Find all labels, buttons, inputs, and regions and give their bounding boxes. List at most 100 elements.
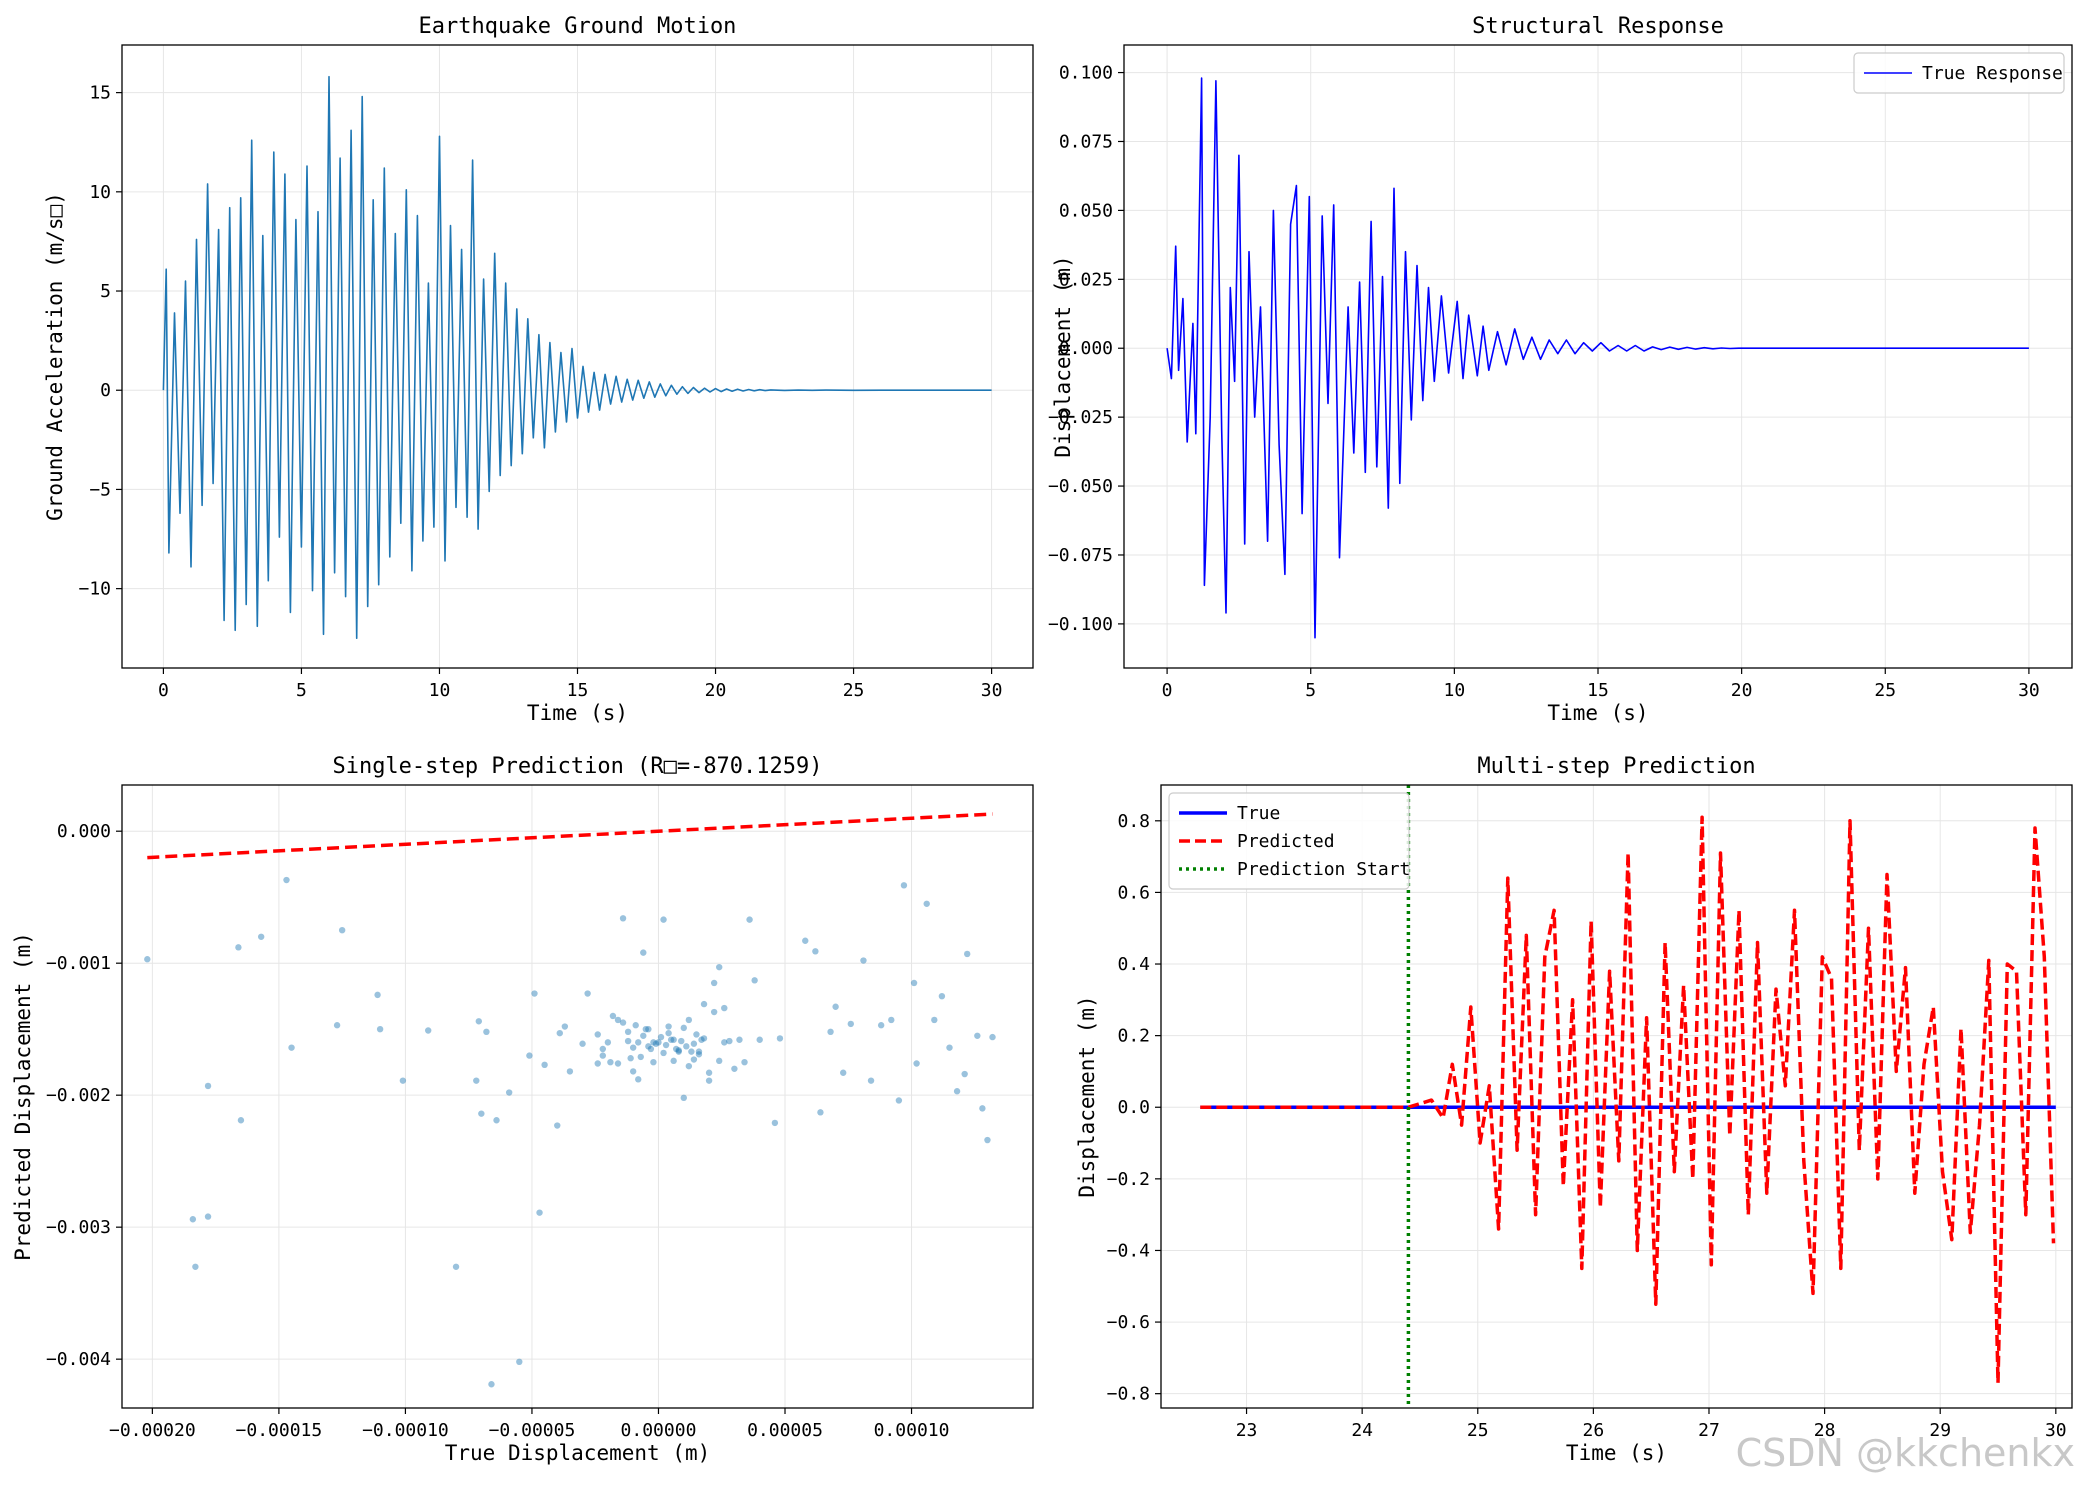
scatter-point <box>672 1045 680 1053</box>
scatter-point <box>619 915 627 922</box>
y-tick-label: 0.050 <box>1059 200 1113 221</box>
legend-label: Prediction Start <box>1237 859 1410 880</box>
scatter-point <box>473 1077 480 1084</box>
x-tick-label: −0.00020 <box>109 1420 196 1441</box>
scatter-point <box>721 1039 728 1046</box>
scatter-point <box>923 900 930 907</box>
legend: True Predicted Prediction Start <box>1168 792 1410 890</box>
x-tick-label: 30 <box>2045 1420 2067 1441</box>
plot-area <box>1166 77 2029 639</box>
y-tick-label: 0.2 <box>1117 1026 1150 1047</box>
x-tick-label: −0.00015 <box>236 1420 323 1441</box>
scatter-point <box>716 963 723 971</box>
scatter-point <box>624 1037 632 1045</box>
scatter-point <box>594 1031 601 1038</box>
scatter-point <box>536 1209 543 1216</box>
scatter-point <box>526 1052 533 1059</box>
x-tick-label: 25 <box>843 680 865 701</box>
scatter-point <box>204 1213 212 1220</box>
scatter-point <box>721 1004 728 1012</box>
scatter-point <box>812 948 819 955</box>
x-axis-label: Time (s) <box>1547 701 1648 725</box>
chart-title: Single-step Prediction (R□=-870.1259) <box>332 754 822 779</box>
x-tick-label: 0 <box>1162 680 1173 701</box>
x-tick-label: 29 <box>1929 1420 1951 1441</box>
scatter-point <box>685 1062 693 1070</box>
scatter-point <box>566 1068 574 1075</box>
scatter-point <box>860 957 867 964</box>
x-tick-label: 0.00010 <box>874 1420 950 1441</box>
scatter-point <box>599 1045 607 1053</box>
scatter-point <box>705 1077 713 1084</box>
scatter-point <box>561 1023 569 1030</box>
legend-label: Predicted <box>1237 831 1335 852</box>
y-tick-label: −0.8 <box>1107 1384 1150 1405</box>
scatter-point <box>690 1056 698 1063</box>
scatter-point <box>931 1016 938 1024</box>
x-tick-label: 15 <box>567 680 589 701</box>
x-tick-label: 0.00005 <box>747 1420 823 1441</box>
scatter-point <box>700 1000 708 1008</box>
chart-title: Multi-step Prediction <box>1477 754 1755 779</box>
y-tick-label: −0.100 <box>1048 614 1113 635</box>
x-tick-label: 15 <box>1587 680 1609 701</box>
axes-frame <box>1160 784 2073 1409</box>
scatter-point <box>609 1012 617 1020</box>
plot-area <box>144 812 996 1388</box>
scatter-point <box>516 1358 523 1366</box>
scatter-point <box>599 1052 607 1059</box>
scatter-point <box>665 1029 672 1037</box>
scatter-point <box>627 1055 634 1062</box>
x-tick-label: 27 <box>1698 1420 1720 1441</box>
x-axis-label: Time (s) <box>1566 1441 1667 1465</box>
y-tick-label: −0.2 <box>1107 1169 1150 1190</box>
scatter-point <box>726 1037 733 1045</box>
scatter-point <box>629 1068 637 1075</box>
scatter-point <box>700 1035 708 1042</box>
scatter-point <box>913 1060 920 1067</box>
x-tick-label: 5 <box>1305 680 1316 701</box>
chart-2: 0 5 10 15 20 25 30 −0.100 −0.075 −0.050 −0.025 0.00… <box>1048 14 2073 725</box>
x-tick-label: 26 <box>1583 1420 1605 1441</box>
scatter-point <box>895 1097 903 1104</box>
csdn-watermark: CSDN @kkchenkx <box>1736 1431 2075 1475</box>
x-tick-label: 30 <box>981 680 1003 701</box>
y-tick-label: 0.6 <box>1117 882 1150 903</box>
y-tick-label: −0.6 <box>1107 1312 1150 1333</box>
scatter-point <box>604 1039 612 1046</box>
scatter-point <box>376 1025 384 1033</box>
chart-3: −0.00020 −0.00015 −0.00010 −0.00005 0.00000 0… <box>11 754 1034 1465</box>
scatter-point <box>771 1119 779 1127</box>
scatter-point <box>189 1216 197 1223</box>
scatter-point <box>665 1023 672 1030</box>
scatter-point <box>478 1110 485 1117</box>
scatter-point <box>698 1036 705 1043</box>
scatter-point <box>695 1051 703 1058</box>
y-tick-label: −0.003 <box>46 1217 111 1238</box>
scatter-point <box>695 1048 703 1055</box>
scatter-point <box>505 1089 513 1096</box>
y-tick-label: 0.0 <box>1117 1097 1150 1118</box>
y-tick-label: −0.002 <box>46 1085 111 1106</box>
scatter-point <box>670 1036 677 1043</box>
scatter-point <box>614 1060 622 1067</box>
y-tick-label: 0 <box>100 380 111 401</box>
chart-1: 0 5 10 15 20 25 30 −10 −5 0 5 10 15 Earthquake Ground… <box>43 14 1034 725</box>
scatter-point <box>710 1008 718 1016</box>
scatter-point <box>683 1043 690 1050</box>
scatter-point <box>731 1065 738 1072</box>
series-line-1 <box>162 75 992 640</box>
x-tick-label: 28 <box>1814 1420 1836 1441</box>
y-tick-label: 0.000 <box>57 821 111 842</box>
scatter-point <box>657 1033 665 1041</box>
y-axis-label: Displacement (m) <box>1051 255 1075 457</box>
scatter-point <box>483 1028 490 1036</box>
x-axis-label: True Displacement (m) <box>445 1441 711 1465</box>
scatter-point <box>938 992 946 1000</box>
x-tick-label: 0 <box>158 680 169 701</box>
scatter-point <box>741 1058 748 1066</box>
scatter-point <box>840 1069 847 1076</box>
scatter-point <box>235 944 242 951</box>
scatter-point <box>710 979 718 987</box>
scatter-point <box>283 876 290 884</box>
